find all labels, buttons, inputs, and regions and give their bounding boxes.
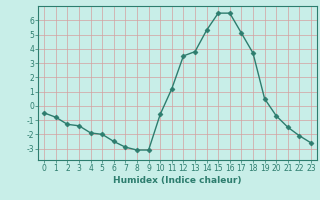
X-axis label: Humidex (Indice chaleur): Humidex (Indice chaleur) <box>113 176 242 185</box>
